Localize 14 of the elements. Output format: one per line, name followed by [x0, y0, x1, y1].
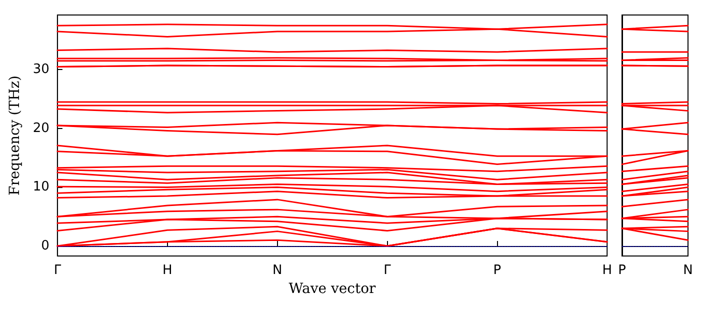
- y-axis-title: Frequency (THz): [7, 75, 23, 196]
- y-tick-label: 30: [32, 62, 50, 78]
- x-tick-label: N: [683, 263, 693, 278]
- x-tick-label: P: [493, 263, 502, 278]
- x-tick-label: Γ: [384, 263, 392, 278]
- x-tick-label: Γ: [54, 263, 62, 278]
- y-tick-label: 20: [32, 120, 50, 136]
- x-tick-label: H: [162, 263, 172, 278]
- x-axis-title: Wave vector: [288, 281, 376, 297]
- x-tick-label: P: [618, 263, 626, 278]
- x-tick-label: H: [602, 263, 612, 278]
- y-tick-label: 0: [41, 238, 50, 254]
- y-tick-label: 10: [32, 180, 50, 195]
- x-tick-label: N: [272, 263, 282, 278]
